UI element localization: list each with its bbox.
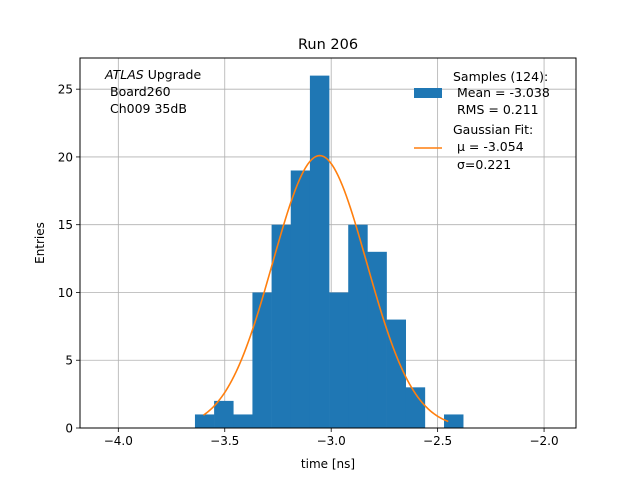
- plot-frame: [79, 57, 577, 429]
- histogram-bars: [194, 75, 464, 428]
- x-tick-label: −4.0: [104, 434, 133, 448]
- legend-fit-sigma: σ=0.221: [457, 157, 511, 172]
- upgrade-label: Upgrade: [144, 67, 202, 82]
- board-label: Board260: [110, 84, 171, 99]
- y-tick-label: 5: [65, 354, 73, 368]
- legend-histogram-name: Samples (124):: [453, 69, 548, 84]
- y-axis-ticks: 0 5 10 15 20 25: [58, 83, 80, 436]
- channel-label: Ch009 35dB: [110, 101, 187, 116]
- y-axis-label: Entries: [33, 222, 47, 264]
- histogram-bar: [233, 414, 253, 428]
- histogram-bar: [194, 414, 215, 428]
- atlas-annotation: ATLAS Upgrade Board260 Ch009 35dB: [104, 67, 201, 116]
- y-tick-label: 20: [58, 150, 73, 164]
- histogram-bar: [444, 414, 464, 428]
- histogram-bar: [386, 319, 406, 428]
- x-tick-label: −2.0: [529, 434, 558, 448]
- legend-fit-name: Gaussian Fit:: [453, 122, 533, 137]
- histogram-bar: [252, 292, 272, 428]
- x-tick-label: −3.5: [210, 434, 239, 448]
- legend-histogram-mean: Mean = -3.038: [457, 85, 550, 100]
- chart-title: Run 206: [298, 37, 358, 53]
- y-tick-label: 15: [58, 218, 73, 232]
- x-tick-label: −2.5: [423, 434, 452, 448]
- histogram-bar: [214, 400, 234, 428]
- x-tick-label: −3.0: [317, 434, 346, 448]
- atlas-label: ATLAS: [104, 67, 144, 82]
- svg-text:ATLAS Upgrade: ATLAS Upgrade: [104, 67, 201, 82]
- histogram-bar: [290, 170, 311, 428]
- legend-histogram-rms: RMS = 0.211: [457, 102, 539, 117]
- x-axis-ticks: −4.0 −3.5 −3.0 −2.5 −2.0: [104, 428, 559, 448]
- histogram-bar: [309, 75, 330, 428]
- y-tick-label: 10: [58, 286, 73, 300]
- legend-histogram-swatch: [414, 88, 442, 98]
- histogram-bar: [405, 387, 426, 428]
- legend: Samples (124): Mean = -3.038 RMS = 0.211…: [414, 69, 550, 172]
- histogram-bar: [329, 292, 349, 428]
- x-axis-label: time [ns]: [301, 457, 355, 471]
- gaussian-fit-curve: [203, 154, 449, 423]
- y-tick-label: 25: [58, 83, 73, 97]
- histogram-bar: [367, 251, 387, 428]
- y-tick-label: 0: [65, 422, 73, 436]
- histogram-bar: [348, 224, 368, 428]
- legend-fit-mu: μ = -3.054: [457, 139, 524, 154]
- histogram-bar: [271, 224, 292, 428]
